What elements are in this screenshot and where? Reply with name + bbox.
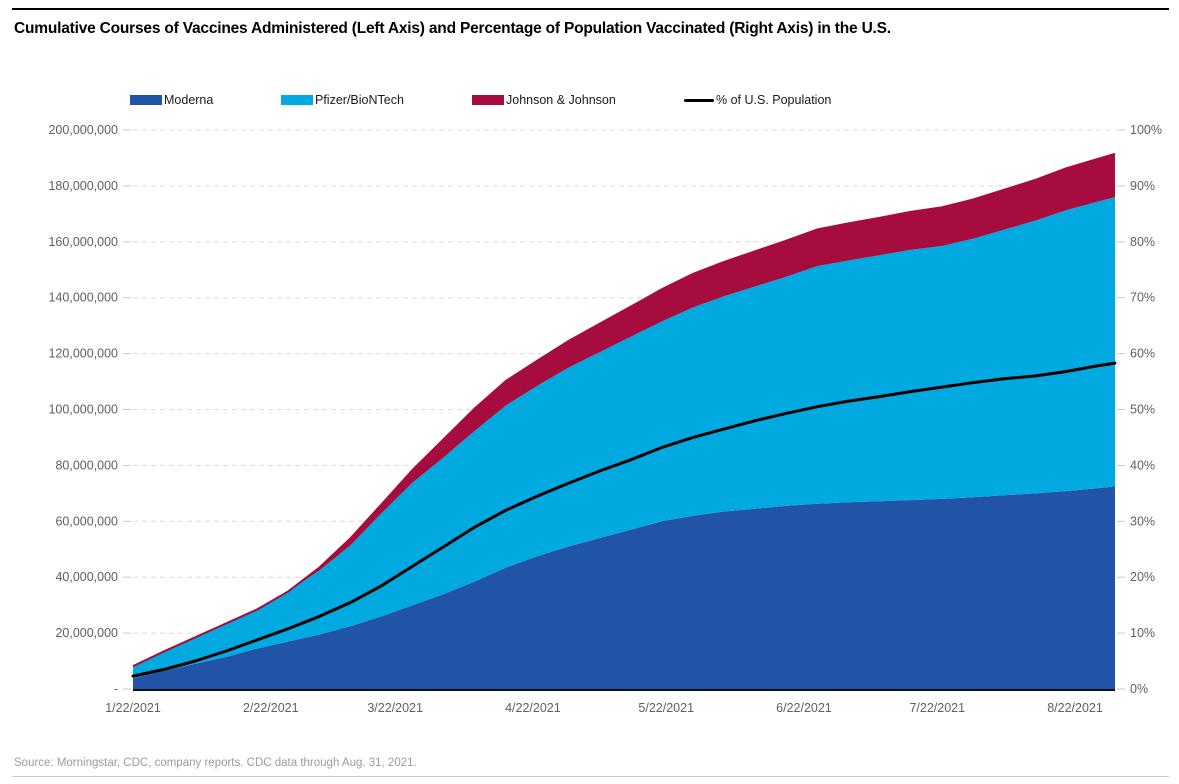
y-axis-label-left: 140,000,000 — [48, 291, 118, 305]
y-axis-label-right: 50% — [1130, 403, 1155, 417]
y-axis-label-left: 100,000,000 — [48, 403, 118, 417]
legend-item-pfizer: Pfizer/BioNTech — [281, 93, 404, 107]
x-axis-label: 1/22/2021 — [105, 701, 161, 715]
x-axis-label: 4/22/2021 — [505, 701, 561, 715]
x-axis-label: 6/22/2021 — [776, 701, 832, 715]
area-jnj — [133, 153, 1115, 667]
y-axis-label-left: - — [114, 682, 118, 696]
x-axis-label: 2/22/2021 — [243, 701, 299, 715]
y-axis-label-left: 40,000,000 — [55, 570, 118, 584]
legend-label-jnj: Johnson & Johnson — [506, 93, 616, 107]
y-axis-label-right: 60% — [1130, 347, 1155, 361]
jnj-swatch-icon — [472, 95, 504, 105]
area-moderna — [133, 486, 1115, 689]
bottom-rule — [12, 776, 1169, 777]
y-axis-label-right: 70% — [1130, 291, 1155, 305]
y-axis-label-left: 80,000,000 — [55, 458, 118, 472]
legend-item-moderna: Moderna — [130, 93, 213, 107]
y-axis-label-left: 180,000,000 — [48, 179, 118, 193]
y-axis-label-right: 80% — [1130, 235, 1155, 249]
area-pfizer — [133, 197, 1115, 679]
y-axis-label-left: 200,000,000 — [48, 123, 118, 137]
population-line-swatch-icon — [684, 98, 714, 102]
y-axis-label-left: 160,000,000 — [48, 235, 118, 249]
pfizer-swatch-icon — [281, 95, 313, 105]
total-top-edge — [132, 152, 1116, 668]
y-axis-label-right: 20% — [1130, 570, 1155, 584]
x-axis-label: 8/22/2021 — [1047, 701, 1103, 715]
y-axis-label-right: 0% — [1130, 682, 1148, 696]
x-axis-label: 3/22/2021 — [367, 701, 423, 715]
x-axis-label: 5/22/2021 — [638, 701, 694, 715]
y-axis-label-right: 40% — [1130, 458, 1155, 472]
y-axis-label-right: 90% — [1130, 179, 1155, 193]
legend-item-jnj: Johnson & Johnson — [472, 93, 616, 107]
legend-label-population: % of U.S. Population — [716, 93, 832, 107]
y-axis-label-left: 120,000,000 — [48, 347, 118, 361]
population-line — [131, 361, 1117, 678]
y-axis-label-right: 30% — [1130, 514, 1155, 528]
source-note: Source: Morningstar, CDC, company report… — [14, 757, 417, 769]
top-rule — [12, 8, 1169, 10]
moderna-swatch-icon — [130, 95, 162, 105]
x-axis-label: 7/22/2021 — [909, 701, 965, 715]
y-axis-label-right: 10% — [1130, 626, 1155, 640]
y-axis-label-right: 100% — [1130, 123, 1162, 137]
legend-label-pfizer: Pfizer/BioNTech — [315, 93, 404, 107]
legend-item-population: % of U.S. Population — [684, 93, 831, 107]
y-axis-label-left: 60,000,000 — [55, 514, 118, 528]
y-axis-label-left: 20,000,000 — [55, 626, 118, 640]
legend-label-moderna: Moderna — [164, 93, 214, 107]
chart-title: Cumulative Courses of Vaccines Administe… — [14, 20, 891, 37]
